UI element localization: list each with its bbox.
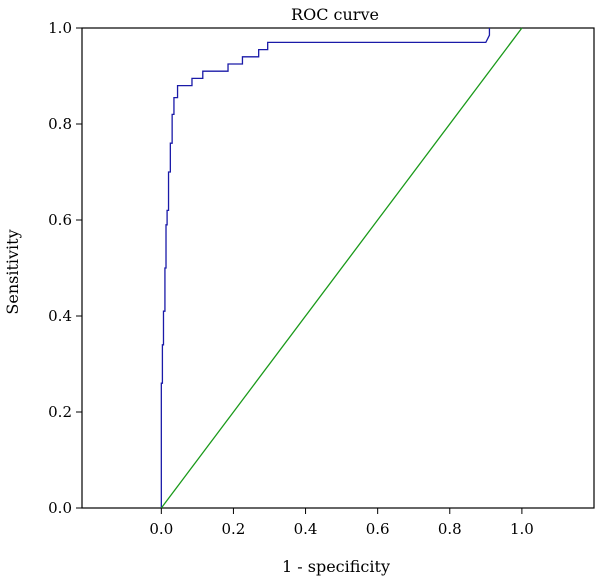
x-axis-ticks: 0.0 0.2 0.4 0.6 0.8 1.0 [149,508,534,538]
chart-title: ROC curve [291,5,379,24]
roc-curve-line [160,28,491,508]
y-axis-ticks: 0.0 0.2 0.4 0.6 0.8 1.0 [48,19,82,517]
y-tick-label: 0.2 [48,403,72,421]
y-tick-label: 0.6 [48,211,72,229]
y-tick-label: 0.0 [48,499,72,517]
x-tick-label: 1.0 [510,520,534,538]
y-tick-label: 0.4 [48,307,72,325]
x-tick-label: 0.0 [149,520,173,538]
x-tick-label: 0.4 [294,520,318,538]
x-tick-label: 0.6 [366,520,390,538]
y-tick-label: 1.0 [48,19,72,37]
reference-diagonal-line [160,27,523,509]
y-tick-label: 0.8 [48,115,72,133]
series-lines [160,27,523,509]
x-tick-label: 0.8 [438,520,462,538]
plot-frame [81,27,595,509]
y-axis-title: Sensitivity [3,229,22,314]
x-tick-label: 0.2 [222,520,246,538]
x-axis-title: 1 - specificity [282,557,390,576]
